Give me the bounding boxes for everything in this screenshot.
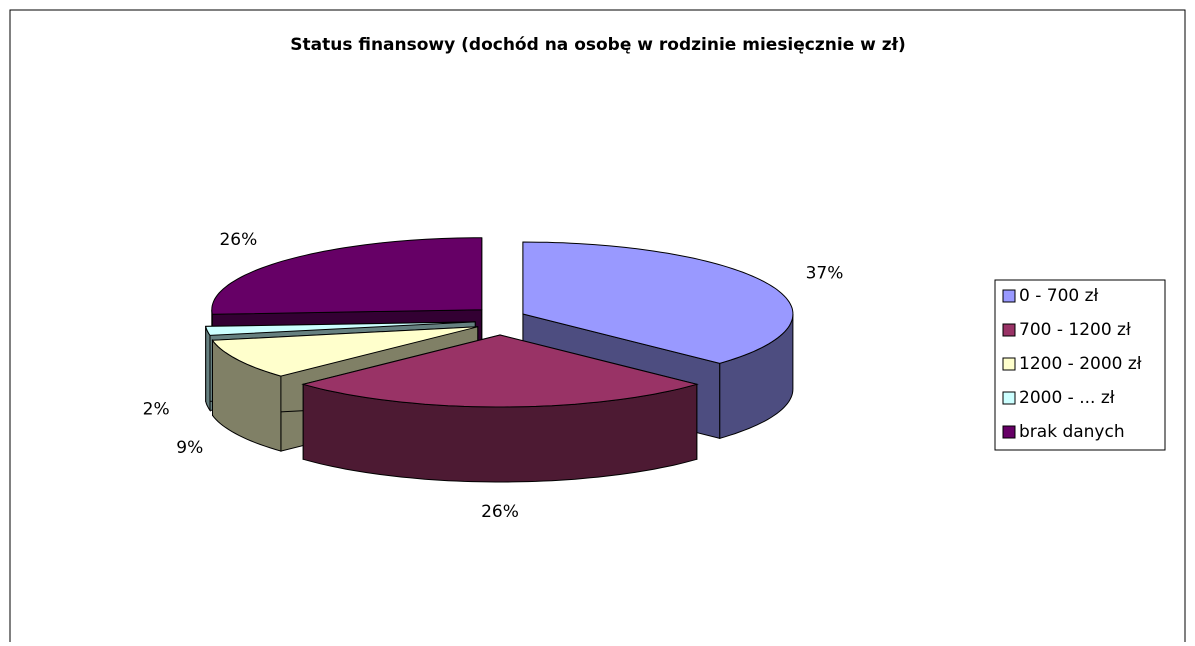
slice <box>522 241 794 364</box>
data-label: 9% <box>176 438 203 458</box>
legend-label: 2000 - ... zł <box>1019 388 1115 408</box>
legend-swatch <box>1002 425 1016 439</box>
data-label: 26% <box>481 502 519 522</box>
legend-label: 0 - 700 zł <box>1019 286 1099 306</box>
data-label: 2% <box>143 400 170 420</box>
slice <box>301 334 699 408</box>
legend-swatch <box>1002 391 1016 405</box>
legend-box <box>994 279 1166 451</box>
slice <box>211 326 478 377</box>
legend-label: brak danych <box>1019 422 1125 442</box>
slice <box>211 237 483 315</box>
legend-label: 700 - 1200 zł <box>1019 320 1131 340</box>
data-label: 37% <box>806 264 844 284</box>
legend-label: 1200 - 2000 zł <box>1019 354 1142 374</box>
slice-wall <box>205 326 211 413</box>
legend-swatch <box>1002 357 1016 371</box>
chart-title: Status finansowy (dochód na osobę w rodz… <box>290 35 906 55</box>
data-label: 26% <box>219 230 257 250</box>
legend-swatch <box>1002 289 1016 303</box>
legend-swatch <box>1002 323 1016 337</box>
slice <box>205 321 476 336</box>
